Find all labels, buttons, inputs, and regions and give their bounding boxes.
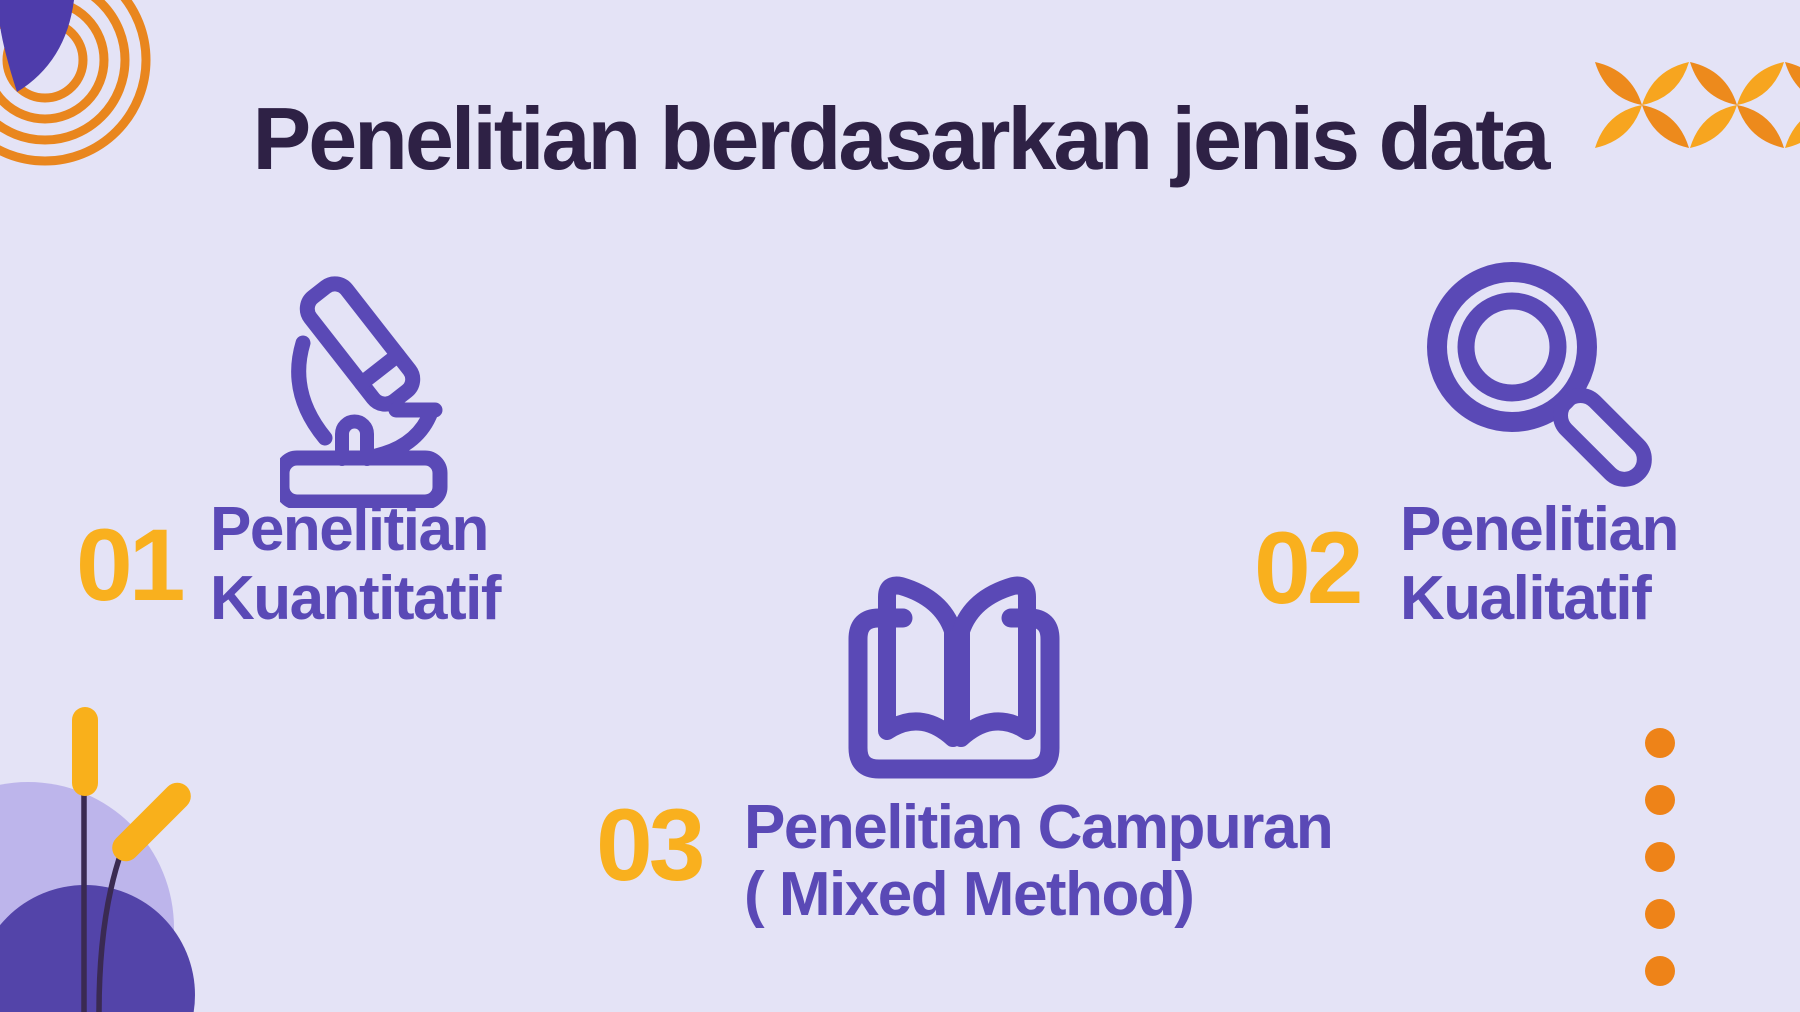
page-title: Penelitian berdasarkan jenis data	[252, 89, 1551, 188]
item-label-line2: ( Mixed Method)	[744, 859, 1195, 929]
open-book-icon	[848, 576, 1060, 779]
item-number-03: 03	[596, 788, 705, 902]
plant-decoration	[72, 707, 191, 1012]
light-circle-decoration	[0, 782, 174, 1012]
item-label-line1: Penelitian	[1400, 495, 1679, 564]
item-label-kualitatif: Penelitian Kualitatif	[1400, 495, 1679, 634]
item-label-line2: Kuantitatif	[210, 564, 502, 634]
microscope-icon	[280, 276, 448, 508]
item-label-kuantitatif: Penelitian Kuantitatif	[210, 495, 502, 634]
circles-plant-decoration	[0, 707, 195, 1012]
item-label-line1: Penelitian Campuran	[744, 793, 1334, 862]
dots-decoration	[1645, 728, 1675, 986]
item-label-line1: Penelitian	[210, 495, 489, 564]
item-number-01: 01	[76, 508, 185, 622]
magnifier-icon	[1427, 262, 1652, 487]
dark-circle-decoration	[0, 885, 195, 1012]
item-label-line2: Kualitatif	[1400, 564, 1652, 634]
item-label-campuran: Penelitian Campuran ( Mixed Method)	[744, 793, 1334, 929]
item-number-02: 02	[1254, 511, 1363, 625]
leaf-decoration	[0, 0, 74, 92]
